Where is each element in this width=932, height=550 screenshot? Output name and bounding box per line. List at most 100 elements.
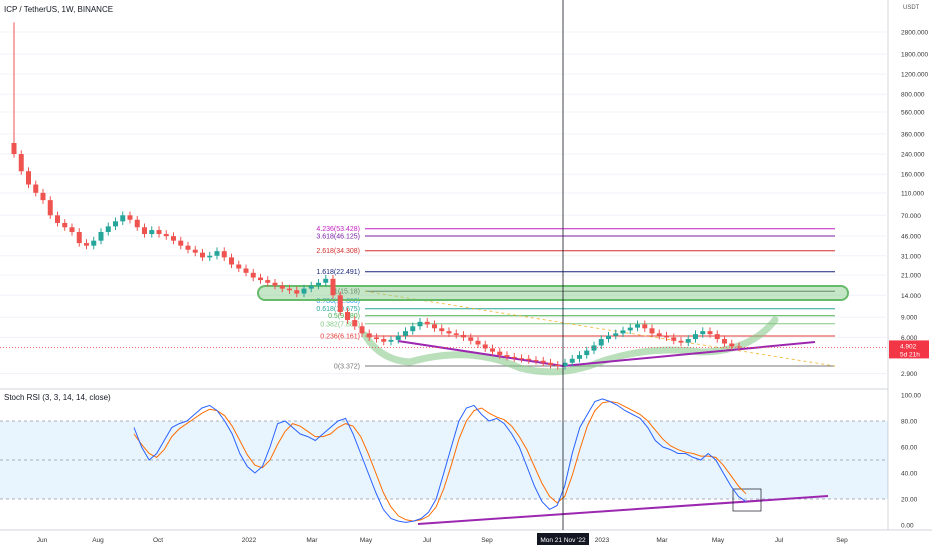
price-tick-label: 110.000: [901, 190, 924, 197]
candle-body: [359, 326, 365, 334]
crosshair-time-label: Mon 21 Nov '22: [540, 537, 586, 544]
time-tick-label: Oct: [153, 537, 163, 544]
candle-body: [439, 328, 445, 332]
candle-body: [185, 245, 191, 250]
price-tick-label: 1800.000: [901, 51, 928, 58]
candle-body: [548, 362, 553, 365]
candle-body: [526, 358, 532, 361]
candle-body: [250, 272, 256, 278]
candle-body: [330, 278, 336, 296]
candle-body: [584, 350, 590, 356]
time-tick-label: Sep: [481, 537, 493, 544]
candle-body: [497, 351, 503, 356]
candle-body: [685, 339, 691, 343]
candle-body: [620, 330, 626, 334]
price-tick-label: 6.000: [901, 335, 918, 342]
candle-body: [395, 335, 401, 340]
candle-body: [490, 348, 495, 352]
candle-body: [569, 358, 575, 363]
annotation-layer[interactable]: [257, 285, 849, 525]
candle-body: [258, 277, 263, 281]
candle-body: [265, 280, 271, 283]
axes: 2800.000 1800.000 1200.000 800.000 560.000 36…: [37, 30, 929, 545]
fib-level-label: 0(3.372): [334, 364, 360, 371]
time-tick-label: 2022: [242, 537, 257, 544]
candle-body: [113, 221, 118, 227]
candle-body: [214, 251, 220, 256]
candle-body: [504, 355, 510, 357]
time-tick-label: Sep: [836, 537, 848, 544]
rsi-focus-box: [732, 488, 762, 512]
candle-body: [149, 230, 155, 235]
candle-body: [76, 232, 82, 244]
candle-body: [352, 320, 358, 327]
candle-body: [511, 356, 517, 359]
time-tick-label: Mar: [656, 537, 668, 544]
rsi-tick-label: 40.00: [901, 471, 918, 478]
candle-body: [18, 154, 24, 172]
price-tick-label: 2800.000: [901, 30, 928, 37]
rsi-indicator-title: Stoch RSI (3, 3, 14, 14, close): [4, 393, 111, 402]
candle-body: [236, 264, 242, 269]
fib-level-label: 0.236(6.161): [320, 334, 360, 341]
rsi-tick-label: 100.00: [901, 393, 921, 400]
candle-body: [120, 215, 126, 222]
time-tick-label: 2023: [595, 537, 610, 544]
candle-body: [446, 331, 452, 334]
candle-body: [55, 215, 60, 223]
candle-body: [642, 324, 648, 329]
candle-body: [134, 219, 140, 228]
price-tick-label: 560.000: [901, 109, 925, 116]
candle-body: [178, 240, 184, 246]
candles: [0, 22, 888, 370]
green-highlight-zone: [257, 285, 849, 301]
candle-body: [33, 184, 39, 193]
time-tick-label: Jul: [775, 537, 784, 544]
candle-body: [171, 236, 176, 241]
candle-body: [714, 334, 720, 340]
price-tick-label: 21.000: [901, 273, 921, 280]
fib-level-label: 2.618(34.308): [316, 248, 360, 255]
candle-body: [229, 257, 234, 265]
stoch-rsi-lines: [133, 398, 747, 523]
price-tick-label: 800.000: [901, 92, 925, 99]
candle-body: [374, 337, 379, 340]
candle-body: [461, 334, 466, 338]
fib-level-label: 0.5(9.280): [328, 313, 360, 320]
candle-body: [627, 327, 633, 331]
candle-body: [243, 268, 249, 273]
price-tick-label: 160.000: [901, 172, 925, 179]
candle-body: [105, 226, 111, 233]
current-price-label: 4.902: [900, 343, 917, 350]
candle-body: [62, 222, 68, 228]
candle-body: [562, 362, 568, 366]
rsi-tick-label: 20.00: [901, 497, 918, 504]
price-tick-label: 31.000: [901, 253, 921, 260]
candle-body: [577, 355, 582, 359]
candle-body: [555, 364, 561, 366]
candle-body: [316, 282, 321, 286]
time-tick-label: Aug: [92, 537, 104, 544]
candle-body: [649, 328, 655, 334]
candle-body: [200, 252, 205, 258]
candle-body: [156, 230, 162, 235]
candle-body: [482, 344, 488, 349]
time-tick-label: Jul: [423, 537, 432, 544]
candle-body: [432, 324, 437, 329]
price-tick-label: 46.000: [901, 234, 921, 241]
candle-body: [308, 285, 314, 289]
price-tick-label: 70.000: [901, 213, 921, 220]
candle-body: [635, 324, 640, 328]
candle-body: [540, 360, 546, 363]
candle-body: [700, 331, 706, 335]
candle-body: [598, 339, 604, 346]
candle-body: [519, 358, 524, 360]
candle-body: [410, 326, 416, 332]
candle-body: [468, 337, 474, 341]
fib-level-label: 4.236(53.428): [316, 226, 360, 233]
fib-level-label: 0.382(7.886): [320, 321, 360, 328]
candle-body: [337, 295, 343, 312]
candle-body: [424, 321, 430, 325]
candle-body: [84, 243, 89, 246]
